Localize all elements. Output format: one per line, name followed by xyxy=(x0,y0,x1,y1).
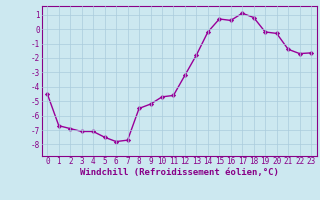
X-axis label: Windchill (Refroidissement éolien,°C): Windchill (Refroidissement éolien,°C) xyxy=(80,168,279,177)
